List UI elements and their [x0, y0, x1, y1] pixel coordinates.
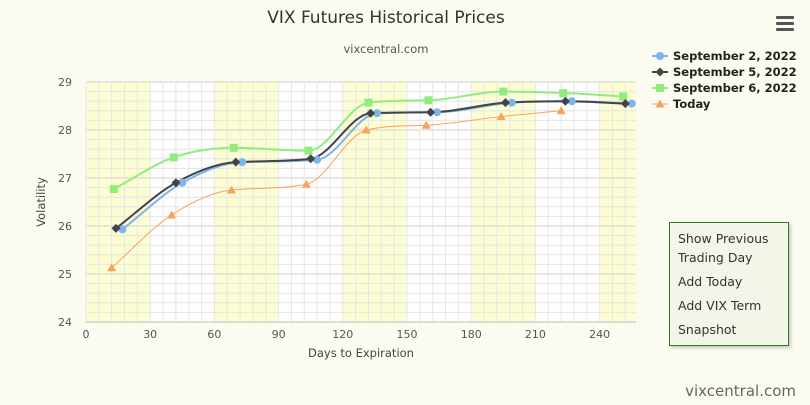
data-point: [107, 263, 117, 272]
legend-item[interactable]: September 6, 2022: [652, 80, 797, 96]
grid-lines: [85, 81, 636, 323]
data-point: [619, 92, 628, 101]
menu-item-snapshot[interactable]: Snapshot: [678, 322, 737, 337]
data-point: [373, 109, 382, 118]
series-markers: [107, 87, 636, 272]
shaded-band: [342, 82, 408, 322]
series-line: [115, 100, 626, 230]
x-tick-label: 60: [207, 328, 221, 341]
legend-label: Today: [673, 97, 711, 111]
x-tick-label: 210: [525, 328, 546, 341]
y-tick-label: 27: [58, 172, 72, 185]
y-axis-title: Volatility: [34, 177, 48, 227]
legend-item[interactable]: September 5, 2022: [652, 64, 797, 80]
data-point: [364, 98, 373, 107]
menu-item-add-vix-term[interactable]: Add VIX Term: [678, 298, 762, 313]
shaded-band: [214, 82, 279, 322]
y-tick-label: 24: [58, 316, 72, 329]
legend-label: September 5, 2022: [673, 65, 797, 79]
context-menu: Show Previous Trading Day Add Today Add …: [669, 222, 789, 346]
menu-item-add-today[interactable]: Add Today: [678, 274, 743, 289]
hamburger-icon[interactable]: [776, 16, 794, 32]
x-tick-label: 90: [272, 328, 286, 341]
data-point: [432, 108, 441, 117]
data-point: [424, 96, 433, 105]
data-point: [227, 185, 237, 194]
data-point: [313, 155, 322, 164]
legend-item[interactable]: Today: [652, 96, 797, 112]
data-point: [167, 210, 177, 219]
data-point: [559, 89, 568, 98]
legend-label: September 6, 2022: [673, 81, 797, 95]
data-point: [366, 108, 376, 118]
data-point: [109, 185, 118, 194]
data-point: [178, 178, 187, 187]
data-point: [499, 87, 508, 96]
y-tick-label: 29: [58, 76, 72, 89]
data-point: [421, 120, 431, 129]
data-point: [560, 96, 570, 106]
data-point: [620, 99, 630, 109]
data-point: [238, 158, 247, 167]
data-point: [507, 98, 516, 107]
y-tick-label: 28: [58, 124, 72, 137]
legend-symbol: [652, 52, 668, 60]
series-line: [111, 110, 562, 269]
data-point: [500, 98, 510, 108]
data-point: [361, 125, 371, 134]
data-point: [627, 99, 636, 108]
x-axis-title: Days to Expiration: [308, 346, 414, 360]
data-point: [496, 112, 506, 121]
x-tick-label: 30: [143, 328, 157, 341]
data-point: [567, 97, 576, 106]
legend-symbol: [652, 99, 668, 108]
legend-symbol: [652, 84, 668, 92]
data-point: [171, 178, 181, 188]
data-point: [229, 143, 238, 152]
legend-symbol: [652, 67, 668, 77]
legend-item[interactable]: September 2, 2022: [652, 48, 797, 64]
data-point: [111, 223, 121, 233]
shaded-band: [86, 82, 151, 322]
y-tick-label: 26: [58, 220, 72, 233]
data-point: [306, 154, 316, 164]
shaded-band: [599, 82, 636, 322]
shaded-band: [471, 82, 536, 322]
credit-link[interactable]: vixcentral.com: [685, 382, 796, 400]
x-tick-label: 120: [332, 328, 353, 341]
chart-subtitle: vixcentral.com: [343, 42, 429, 56]
plot-shading: [86, 82, 636, 322]
data-point: [118, 225, 127, 234]
chart-title: VIX Futures Historical Prices: [267, 8, 505, 28]
data-point: [169, 153, 178, 162]
x-tick-label: 180: [461, 328, 482, 341]
axes: 0 30 60 90 120 150 180 210 240 24 25 26 27 28 29: [58, 76, 636, 341]
data-point: [426, 107, 436, 117]
legend-label: September 2, 2022: [673, 49, 797, 63]
menu-item-show-previous[interactable]: Show Previous Trading Day: [678, 231, 769, 265]
data-point: [231, 157, 241, 167]
data-point: [556, 106, 566, 115]
x-tick-label: 0: [83, 328, 90, 341]
data-point: [301, 179, 311, 188]
x-tick-label: 150: [397, 328, 418, 341]
data-point: [304, 146, 313, 155]
y-tick-label: 25: [58, 268, 72, 281]
legend: September 2, 2022 September 5, 2022 Septem…: [652, 48, 797, 112]
x-tick-label: 240: [589, 328, 610, 341]
